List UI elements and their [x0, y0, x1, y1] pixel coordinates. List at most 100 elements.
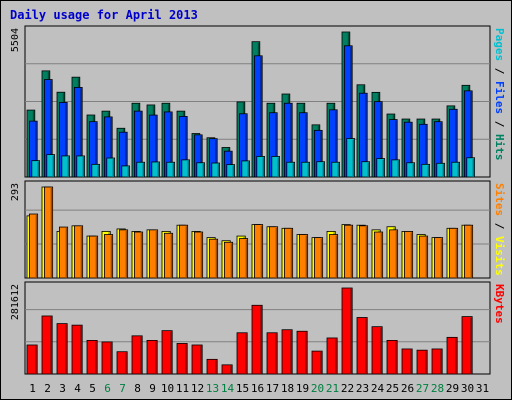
kbytes-kbytes-bar [416, 349, 428, 375]
hits-files-pages-files-bar-shade [170, 112, 172, 177]
hits-files-pages-pages-bar [316, 161, 325, 178]
kbytes-kbytes-bar [56, 323, 68, 375]
hits-files-pages-pages-bar-shade [247, 161, 250, 177]
visits-sites-sites-bar [343, 224, 354, 279]
visits-sites-sites-bar [119, 229, 129, 279]
visits-sites-sites-bar-shade [275, 227, 278, 278]
day-tick-label: 24 [371, 382, 385, 395]
kbytes-kbytes-bar-shade [140, 336, 142, 374]
day-tick-label: 13 [206, 382, 219, 395]
kbytes-kbytes-bar [221, 364, 233, 375]
hits-files-pages-pages-bar [166, 161, 176, 178]
hits-files-pages-pages-bar-shade [172, 163, 175, 177]
hits-files-pages-files-bar-shade [410, 123, 412, 177]
kbytes-kbytes-bar-shade [275, 333, 277, 374]
hits-files-pages-pages-bar-shade [442, 164, 445, 177]
kbytes-kbytes-bar [41, 315, 53, 375]
visits-sites-sites-bar [373, 231, 384, 279]
hits-files-pages-legend-part: Pages [493, 28, 506, 61]
visits-sites-sites-bar-shade [110, 235, 113, 278]
visits-sites-sites-bar-shade [185, 226, 188, 278]
kbytes-kbytes-bar-shade [395, 341, 397, 374]
hits-files-pages-pages-bar [256, 156, 265, 178]
visits-sites-sites-bar-shade [155, 230, 158, 278]
kbytes-kbytes-bar [176, 343, 188, 375]
hits-files-pages-pages-bar-shade [112, 159, 115, 177]
kbytes-kbytes-bar [251, 304, 263, 375]
hits-files-pages-pages-bar-shade [127, 166, 130, 177]
day-tick-label: 31 [476, 382, 489, 395]
hits-files-pages-pages-bar [346, 138, 355, 178]
kbytes-kbytes-bar-shade [200, 345, 202, 374]
kbytes-kbytes-bar-shade [155, 341, 157, 374]
day-tick-label: 16 [251, 382, 264, 395]
visits-sites-legend-part: Sites [493, 183, 506, 216]
visits-sites-sites-bar-shade [260, 225, 263, 278]
visits-sites-sites-bar [238, 238, 249, 279]
kbytes-kbytes-bar [101, 341, 113, 375]
kbytes-kbytes-bar-shade [365, 318, 367, 374]
hits-files-pages-pages-bar-shade [82, 156, 85, 177]
day-tick-label: 12 [191, 382, 204, 395]
hits-files-pages-pages-bar-shade [217, 164, 220, 177]
hits-files-pages-files-bar-shade [305, 113, 307, 177]
kbytes-kbytes-bar [26, 344, 38, 375]
day-tick-label: 20 [311, 382, 324, 395]
hits-files-pages-files-bar-shade [275, 113, 277, 177]
visits-sites-sites-bar [283, 227, 294, 279]
visits-sites-sites-bar-shade [290, 229, 293, 278]
day-tick-label: 9 [149, 382, 156, 395]
hits-files-pages-legend-part: / [493, 114, 506, 134]
visits-sites-sites-bar [328, 234, 339, 279]
kbytes-kbytes-bar-shade [125, 352, 127, 374]
hits-files-pages-pages-bar-shade [232, 165, 235, 177]
kbytes-kbytes-bar [281, 329, 293, 375]
hits-files-pages-pages-bar-shade [292, 163, 295, 177]
hits-files-pages-pages-bar [241, 160, 251, 178]
visits-sites-sites-bar [193, 231, 204, 279]
day-tick-label: 22 [341, 382, 354, 395]
kbytes-kbytes-bar [356, 317, 368, 375]
kbytes-kbytes-bar [86, 340, 98, 375]
visits-sites-sites-bar [104, 234, 114, 279]
kbytes-kbytes-bar-shade [215, 360, 217, 374]
hits-files-pages-files-bar-shade [260, 56, 262, 177]
hits-files-pages-pages-bar [376, 158, 385, 178]
hits-files-pages-pages-bar [361, 161, 370, 178]
visits-sites-sites-bar-shade [320, 238, 323, 278]
hits-files-pages-files-bar-shade [200, 135, 202, 177]
visits-sites-sites-bar-shade [335, 235, 338, 278]
hits-files-pages-pages-bar-shade [412, 163, 415, 177]
hits-files-pages-files-bar-shade [335, 110, 337, 177]
hits-files-pages-pages-bar [451, 161, 460, 178]
visits-sites-sites-bar [28, 213, 39, 279]
day-tick-label: 29 [446, 382, 459, 395]
day-tick-label: 3 [59, 382, 66, 395]
kbytes-kbytes-bar-shade [230, 365, 232, 374]
hits-files-pages-files-bar-shade [290, 104, 292, 177]
hits-files-pages-pages-bar-shade [322, 162, 325, 177]
hits-files-pages-files-bar-shade [35, 122, 37, 177]
day-tick-label: 27 [416, 382, 429, 395]
day-tick-label: 26 [401, 382, 414, 395]
visits-sites-sites-bar-shade [455, 229, 458, 278]
kbytes-kbytes-bar-shade [350, 289, 352, 374]
hits-files-pages-files-bar-shade [470, 91, 472, 177]
hits-files-pages-pages-bar-shade [307, 163, 310, 177]
visits-sites-sites-bar-shade [410, 232, 413, 278]
visits-sites-sites-bar [433, 237, 444, 279]
visits-sites-sites-bar-shade [350, 226, 353, 278]
kbytes-kbytes-bar-shade [35, 345, 37, 374]
visits-sites-sites-bar-shade [380, 233, 383, 278]
hits-files-pages-files-bar-shade [425, 125, 427, 177]
kbytes-kbytes-bar [341, 287, 353, 375]
hits-files-pages-pages-bar [331, 161, 340, 178]
visits-sites-sites-bar [59, 226, 69, 279]
hits-files-pages-pages-bar-shade [472, 158, 475, 177]
kbytes-kbytes-bar-shade [80, 326, 82, 374]
hits-files-pages-pages-bar [271, 156, 280, 178]
day-tick-label: 7 [119, 382, 126, 395]
hits-files-pages-files-bar-shade [185, 117, 187, 177]
kbytes-kbytes-bar [146, 340, 158, 375]
hits-files-pages-files-bar-shade [380, 102, 382, 177]
